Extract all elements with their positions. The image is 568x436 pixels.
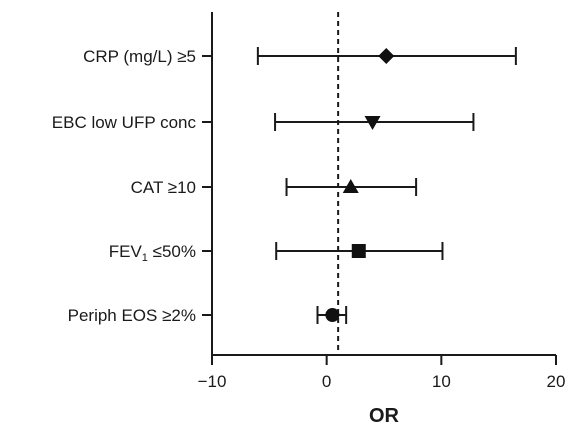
category-label: Periph EOS ≥2% xyxy=(68,306,196,325)
x-tick-label: 0 xyxy=(322,372,331,391)
x-tick-label: 10 xyxy=(432,372,451,391)
category-label: EBC low UFP conc xyxy=(52,113,197,132)
axis-layer: −10 0 10 20 xyxy=(198,12,566,391)
category-label: CRP (mg/L) ≥5 xyxy=(83,47,196,66)
x-tick-label: −10 xyxy=(198,372,227,391)
x-axis-title: OR xyxy=(369,405,400,427)
forest-row: CRP (mg/L) ≥5 xyxy=(83,47,517,66)
estimate-marker xyxy=(351,244,366,258)
x-tick-label: 20 xyxy=(547,372,566,391)
estimate-marker xyxy=(342,179,359,193)
estimate-marker xyxy=(378,48,395,64)
estimate-marker xyxy=(364,116,381,130)
estimate-marker xyxy=(325,308,340,322)
category-label: FEV1 ≤50% xyxy=(109,242,196,264)
forest-row: CAT ≥10 xyxy=(131,178,418,197)
forest-row: Periph EOS ≥2% xyxy=(68,306,348,325)
forest-row: FEV1 ≤50% xyxy=(109,242,444,264)
forest-row: EBC low UFP conc xyxy=(52,113,475,132)
category-label: CAT ≥10 xyxy=(131,178,196,197)
rows-layer: CRP (mg/L) ≥5 EBC low UFP conc CAT ≥10 FEV1… xyxy=(52,47,517,325)
